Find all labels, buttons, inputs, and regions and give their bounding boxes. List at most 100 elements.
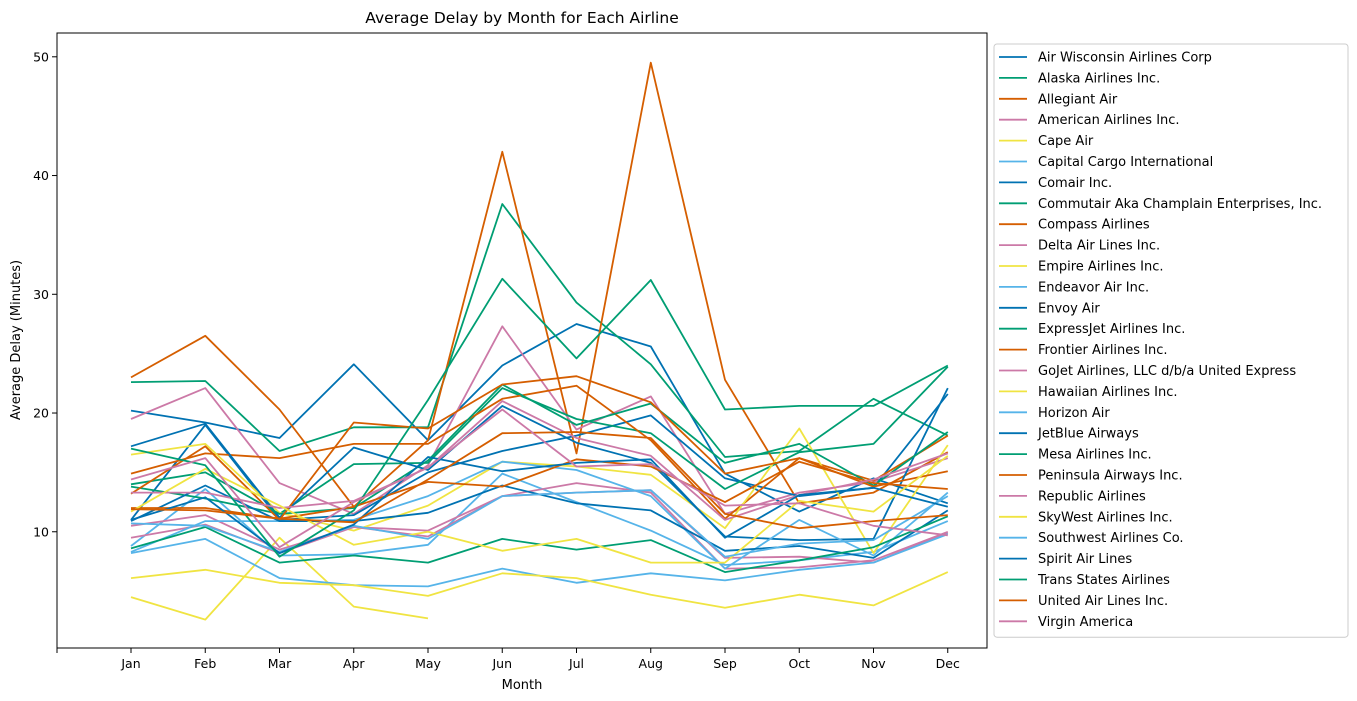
series-line-spirit-air-lines bbox=[130, 456, 949, 554]
legend-label: Empire Airlines Inc. bbox=[1038, 260, 1164, 275]
legend-item-endeavor-air-inc: Endeavor Air Inc. bbox=[999, 280, 1149, 295]
legend-item-empire-airlines-inc: Empire Airlines Inc. bbox=[999, 260, 1164, 275]
x-tick-label: Apr bbox=[343, 656, 365, 671]
legend-label: Mesa Airlines Inc. bbox=[1038, 448, 1152, 463]
series-line-hawaiian-airlines-inc bbox=[130, 568, 949, 609]
legend-label: JetBlue Airways bbox=[1037, 427, 1139, 442]
series-line-comair-inc bbox=[130, 393, 949, 521]
series-line-allegiant-air bbox=[130, 61, 949, 508]
y-tick-label: 50 bbox=[33, 49, 49, 64]
legend-item-frontier-airlines-inc: Frontier Airlines Inc. bbox=[999, 343, 1168, 358]
series-line-skywest-airlines-inc bbox=[130, 455, 949, 564]
legend-label: Alaska Airlines Inc. bbox=[1038, 71, 1160, 86]
legend-item-alaska-airlines-inc: Alaska Airlines Inc. bbox=[999, 71, 1160, 86]
legend-item-commutair-aka-champlain-enterprises-inc: Commutair Aka Champlain Enterprises, Inc… bbox=[999, 197, 1322, 212]
legend-label: Endeavor Air Inc. bbox=[1038, 280, 1149, 295]
legend-label: Capital Cargo International bbox=[1038, 155, 1213, 170]
legend-item-horizon-air: Horizon Air bbox=[999, 406, 1110, 421]
legend-label: GoJet Airlines, LLC d/b/a United Express bbox=[1038, 364, 1296, 379]
x-axis: Jan Feb Mar Apr May Jun Jul Aug Sep Oct Nov Dec bbox=[56, 648, 960, 671]
series-line-republic-airlines bbox=[131, 400, 949, 521]
y-tick-label: 20 bbox=[33, 406, 49, 421]
legend-label: Allegiant Air bbox=[1038, 92, 1118, 107]
legend-item-united-air-lines-inc: United Air Lines Inc. bbox=[999, 594, 1168, 609]
x-axis-title: Month bbox=[502, 678, 543, 693]
legend-item-mesa-airlines-inc: Mesa Airlines Inc. bbox=[999, 448, 1152, 463]
legend-label: Frontier Airlines Inc. bbox=[1038, 343, 1168, 358]
legend-item-cape-air: Cape Air bbox=[999, 134, 1094, 149]
legend-item-jetblue-airways: JetBlue Airways bbox=[999, 427, 1139, 442]
legend-label: Southwest Airlines Co. bbox=[1038, 531, 1184, 546]
legend-item-envoy-air: Envoy Air bbox=[999, 301, 1100, 316]
legend-item-southwest-airlines-co: Southwest Airlines Co. bbox=[999, 531, 1184, 546]
legend-label: Horizon Air bbox=[1038, 406, 1110, 421]
series-line-horizon-air bbox=[130, 460, 949, 570]
legend-box bbox=[993, 43, 1349, 638]
series-line-envoy-air bbox=[130, 387, 949, 541]
legend-label: SkyWest Airlines Inc. bbox=[1038, 510, 1173, 525]
legend-label: Hawaiian Airlines Inc. bbox=[1038, 385, 1177, 400]
x-tick-label: Jan bbox=[120, 656, 140, 671]
legend-item-allegiant-air: Allegiant Air bbox=[999, 92, 1118, 107]
legend-label: Peninsula Airways Inc. bbox=[1038, 469, 1183, 484]
y-axis: 10 20 30 40 50 bbox=[33, 49, 57, 539]
series-lines bbox=[130, 61, 949, 621]
legend-label: Envoy Air bbox=[1038, 301, 1100, 316]
legend-item-expressjet-airlines-inc: ExpressJet Airlines Inc. bbox=[999, 322, 1185, 337]
x-tick-label: Dec bbox=[936, 656, 960, 671]
series-line-trans-states-airlines bbox=[130, 277, 949, 558]
plot-frame bbox=[56, 32, 988, 649]
legend-item-peninsula-airways-inc: Peninsula Airways Inc. bbox=[999, 469, 1183, 484]
series-line-southwest-airlines-co bbox=[130, 489, 949, 558]
y-tick-label: 10 bbox=[33, 524, 49, 539]
legend-label: Republic Airlines bbox=[1038, 489, 1146, 504]
legend: Air Wisconsin Airlines Corp Alaska Airlin… bbox=[993, 43, 1349, 638]
x-tick-label: Aug bbox=[639, 656, 663, 671]
legend-label: Commutair Aka Champlain Enterprises, Inc… bbox=[1038, 197, 1322, 212]
legend-label: American Airlines Inc. bbox=[1038, 113, 1180, 128]
series-line-cape-air bbox=[130, 536, 429, 621]
series-line-united-air-lines-inc bbox=[130, 431, 948, 530]
legend-label: Trans States Airlines bbox=[1037, 573, 1170, 588]
series-line-american-airlines-inc bbox=[130, 325, 949, 515]
x-tick-label: Jul bbox=[568, 656, 584, 671]
y-tick-label: 30 bbox=[33, 287, 49, 302]
legend-label: ExpressJet Airlines Inc. bbox=[1038, 322, 1185, 337]
legend-item-republic-airlines: Republic Airlines bbox=[999, 489, 1146, 504]
legend-item-skywest-airlines-inc: SkyWest Airlines Inc. bbox=[999, 510, 1173, 525]
legend-label: Cape Air bbox=[1038, 134, 1094, 149]
chart-title: Average Delay by Month for Each Airline bbox=[365, 9, 678, 27]
x-tick-label: Mar bbox=[268, 656, 292, 671]
legend-item-virgin-america: Virgin America bbox=[999, 615, 1133, 630]
legend-label: Air Wisconsin Airlines Corp bbox=[1038, 51, 1212, 66]
legend-item-delta-air-lines-inc: Delta Air Lines Inc. bbox=[999, 239, 1160, 254]
legend-item-compass-airlines: Compass Airlines bbox=[999, 218, 1150, 233]
legend-item-hawaiian-airlines-inc: Hawaiian Airlines Inc. bbox=[999, 385, 1177, 400]
legend-label: Virgin America bbox=[1038, 615, 1133, 630]
series-line-alaska-airlines-inc bbox=[130, 203, 949, 458]
legend-label: Delta Air Lines Inc. bbox=[1038, 239, 1160, 254]
legend-item-comair-inc: Comair Inc. bbox=[999, 176, 1112, 191]
x-tick-label: May bbox=[415, 656, 441, 671]
y-axis-title: Average Delay (Minutes) bbox=[9, 260, 24, 420]
series-line-frontier-airlines-inc bbox=[130, 375, 948, 521]
x-tick-label: Feb bbox=[194, 656, 216, 671]
legend-label: Compass Airlines bbox=[1038, 218, 1150, 233]
series-line-air-wisconsin-airlines-corp bbox=[130, 323, 949, 513]
legend-item-spirit-air-lines: Spirit Air Lines bbox=[999, 552, 1132, 567]
x-tick-label: Oct bbox=[788, 656, 810, 671]
legend-item-air-wisconsin-airlines-corp: Air Wisconsin Airlines Corp bbox=[999, 51, 1212, 66]
series-line-virgin-america bbox=[130, 408, 948, 549]
legend-label: Spirit Air Lines bbox=[1038, 552, 1132, 567]
x-tick-label: Jun bbox=[491, 656, 512, 671]
legend-item-capital-cargo-international: Capital Cargo International bbox=[999, 155, 1213, 170]
x-tick-label: Sep bbox=[713, 656, 737, 671]
legend-item-gojet-airlines-llc-d-b-a-united-express: GoJet Airlines, LLC d/b/a United Express bbox=[999, 364, 1296, 379]
legend-label: Comair Inc. bbox=[1038, 176, 1112, 191]
series-line-compass-airlines bbox=[130, 384, 949, 520]
y-tick-label: 40 bbox=[33, 168, 49, 183]
legend-item-american-airlines-inc: American Airlines Inc. bbox=[999, 113, 1180, 128]
legend-item-trans-states-airlines: Trans States Airlines bbox=[999, 573, 1170, 588]
legend-label: United Air Lines Inc. bbox=[1038, 594, 1168, 609]
